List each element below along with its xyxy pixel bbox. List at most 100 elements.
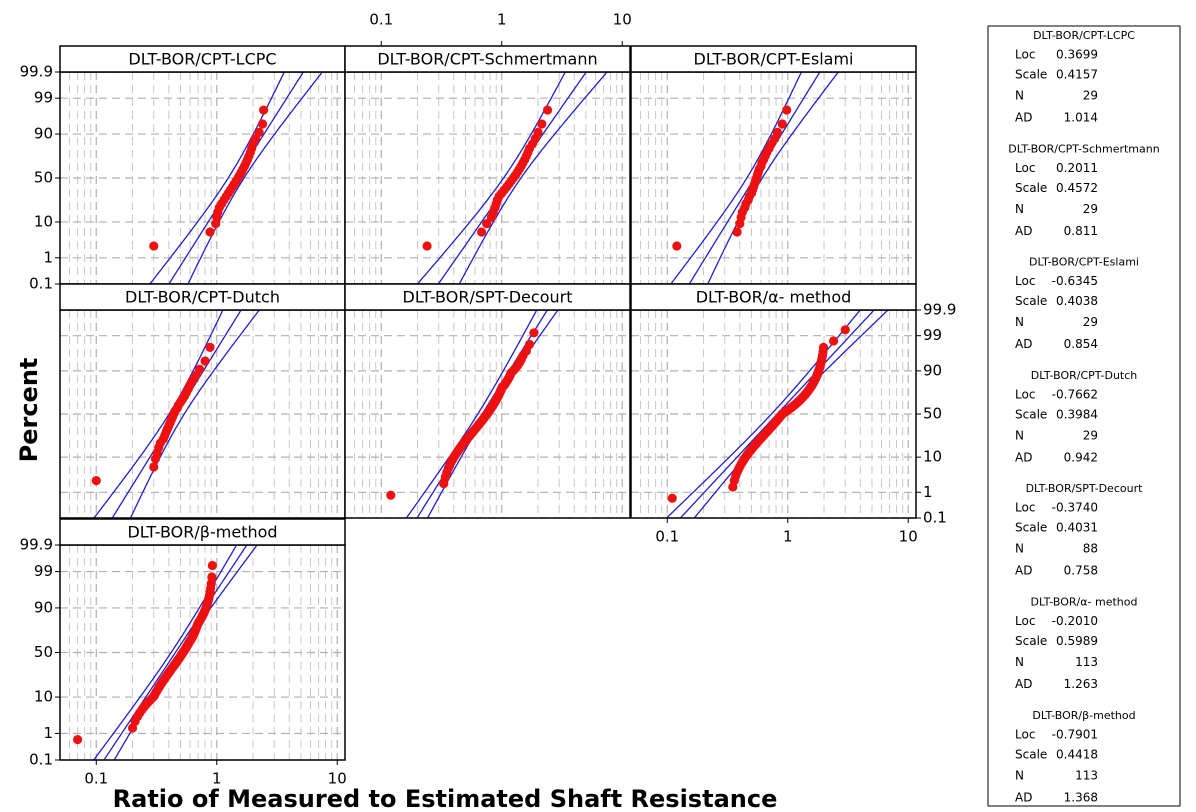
data-point <box>386 490 396 500</box>
y-tick-label: 90 <box>34 125 53 143</box>
confidence-band <box>416 72 566 284</box>
legend-stat-label: Loc <box>1015 387 1035 401</box>
legend-stat-label: AD <box>1015 111 1032 125</box>
y-axis-label: Percent <box>15 358 43 463</box>
legend-stat-label: N <box>1015 768 1024 782</box>
legend-stat-value: 0.4572 <box>1056 181 1098 195</box>
legend-stat-value: 0.3699 <box>1056 48 1098 62</box>
legend-stat-value: -0.3740 <box>1052 501 1098 515</box>
y-tick-label: 1 <box>923 483 933 501</box>
data-point <box>542 105 553 115</box>
legend-stat-label: N <box>1015 89 1024 103</box>
legend-header: DLT-BOR/SPT-Decourt <box>1026 482 1144 495</box>
legend-stat-label: N <box>1015 428 1024 442</box>
panel-header <box>344 283 631 311</box>
legend-header: DLT-BOR/CPT-Dutch <box>1031 369 1138 382</box>
data-point <box>840 325 850 335</box>
x-axis-label: Ratio of Measured to Estimated Shaft Res… <box>113 785 778 812</box>
legend-header: DLT-BOR/CPT-Schmertmann <box>1008 142 1159 155</box>
x-tick-label: 10 <box>899 528 918 546</box>
legend-stat-label: AD <box>1015 450 1032 464</box>
confidence-band <box>669 72 803 284</box>
legend-header: DLT-BOR/β-method <box>1032 709 1135 722</box>
data-point <box>782 105 792 115</box>
legend-stat-value: -0.2010 <box>1052 614 1098 628</box>
legend-stat-label: Scale <box>1015 521 1047 535</box>
legend-stat-label: Scale <box>1015 634 1047 648</box>
data-point <box>772 127 782 137</box>
data-point <box>207 560 217 571</box>
legend-stat-label: Loc <box>1015 161 1035 175</box>
legend-stat-label: N <box>1015 315 1024 329</box>
legend-stat-value: 113 <box>1075 768 1098 782</box>
legend-stat-label: Scale <box>1015 294 1047 308</box>
data-point <box>206 578 216 589</box>
legend-stat-value: 0.2011 <box>1056 161 1098 175</box>
panel-title: DLT-BOR/α- method <box>696 288 852 307</box>
legend-stat-value: 0.811 <box>1064 224 1098 238</box>
confidence-band <box>458 72 608 284</box>
legend-stat-label: Scale <box>1015 68 1047 82</box>
legend-stat-label: Loc <box>1015 727 1035 741</box>
y-tick-label: 50 <box>34 643 53 661</box>
panel-header <box>59 518 346 546</box>
x-tick-label: 1 <box>497 11 507 29</box>
x-tick-label: 10 <box>328 770 347 788</box>
legend-stat-value: 1.263 <box>1064 677 1098 691</box>
data-point <box>207 572 217 582</box>
y-tick-label: 0.1 <box>923 509 947 527</box>
legend-stat-value: 29 <box>1083 315 1098 329</box>
legend-stat-value: 0.4157 <box>1056 68 1098 82</box>
legend-stat-value: 0.4031 <box>1056 521 1098 535</box>
confidence-band <box>187 72 324 284</box>
confidence-band <box>706 72 840 284</box>
legend-stat-value: 0.942 <box>1064 450 1098 464</box>
legend-stat-value: -0.6345 <box>1052 274 1098 288</box>
confidence-band <box>149 72 285 284</box>
y-tick-label: 99 <box>923 326 942 344</box>
legend-stat-label: N <box>1015 542 1024 556</box>
x-tick-label: 0.1 <box>655 528 679 546</box>
legend-stat-value: 29 <box>1083 428 1098 442</box>
y-tick-label: 99.9 <box>923 301 956 319</box>
legend-stat-label: AD <box>1015 564 1032 578</box>
data-point <box>672 241 682 251</box>
legend-stat-value: -0.7662 <box>1052 387 1098 401</box>
x-tick-label: 0.1 <box>369 11 393 29</box>
data-point <box>777 119 787 129</box>
data-point <box>200 356 210 366</box>
legend-stat-label: AD <box>1015 337 1032 351</box>
data-point <box>91 476 101 486</box>
panel-header <box>59 45 346 73</box>
x-tick-label: 1 <box>783 528 793 546</box>
x-tick-label: 10 <box>613 11 632 29</box>
panel-title: DLT-BOR/β-method <box>127 523 277 542</box>
legend-stat-label: AD <box>1015 224 1032 238</box>
legend-stat-label: N <box>1015 655 1024 669</box>
legend-header: DLT-BOR/α- method <box>1031 596 1138 609</box>
legend-stat-label: N <box>1015 202 1024 216</box>
data-point <box>205 342 215 352</box>
x-tick-label: 1 <box>212 770 222 788</box>
panel-title: DLT-BOR/CPT-Dutch <box>125 288 280 307</box>
legend-stat-label: AD <box>1015 677 1032 691</box>
legend-stat-value: 1.014 <box>1064 111 1098 125</box>
data-point <box>818 342 829 352</box>
panel-header <box>630 45 917 73</box>
y-tick-label: 10 <box>34 688 53 706</box>
legend-stat-label: Scale <box>1015 181 1047 195</box>
legend-stat-label: Scale <box>1015 747 1047 761</box>
y-tick-label: 99 <box>34 89 53 107</box>
y-tick-label: 90 <box>34 598 53 616</box>
confidence-band <box>129 310 261 518</box>
legend-stat-value: 0.4038 <box>1056 294 1098 308</box>
legend-stat-label: Loc <box>1015 501 1035 515</box>
legend-stat-value: 0.758 <box>1064 564 1098 578</box>
legend-stat-value: 29 <box>1083 89 1098 103</box>
panel-header <box>59 283 346 311</box>
y-tick-label: 1 <box>43 724 53 742</box>
legend-stat-value: 0.3984 <box>1056 407 1098 421</box>
data-point <box>482 219 492 229</box>
data-point <box>667 493 677 503</box>
data-point <box>254 127 264 137</box>
